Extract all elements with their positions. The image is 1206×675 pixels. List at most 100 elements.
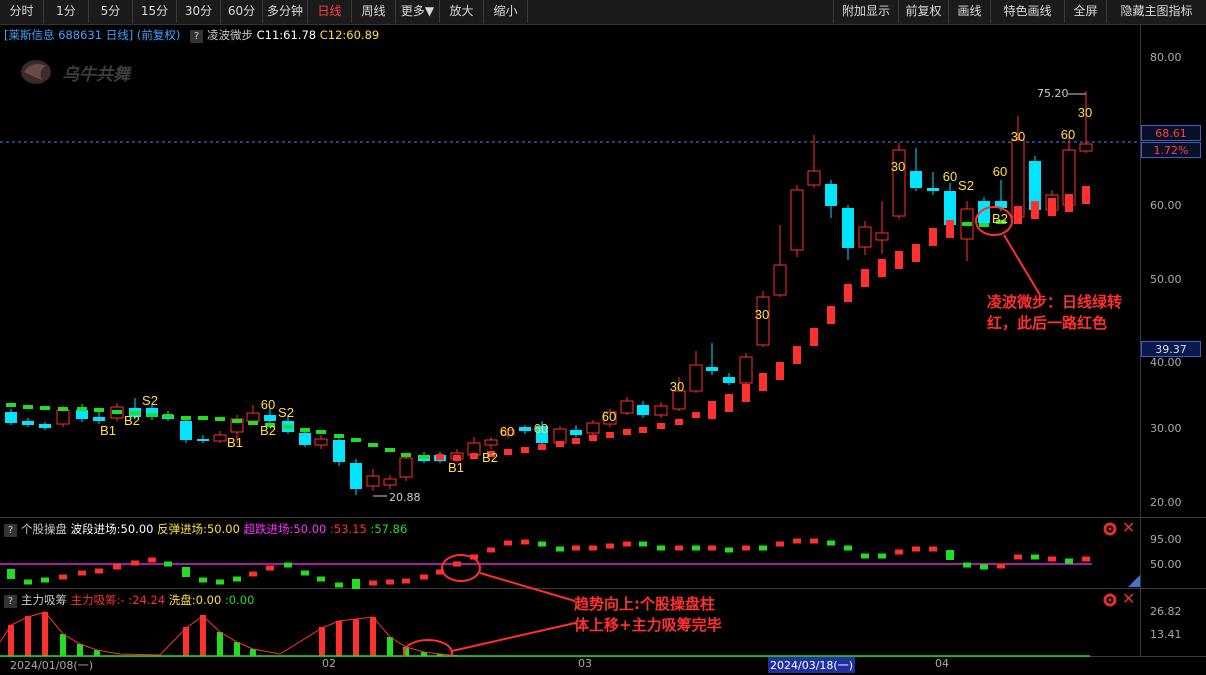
operate-bar [708, 545, 716, 551]
trail-dash-green [215, 417, 225, 421]
extra-display-button[interactable]: 附加显示 [833, 0, 899, 23]
trail-dash-green [181, 416, 191, 420]
operate-bar [692, 545, 700, 551]
adjust-mode: (前复权) [136, 28, 181, 42]
trail-dash-green [77, 407, 87, 411]
indicator-name[interactable]: 凌波微步 [206, 28, 253, 42]
operate-bar [59, 574, 67, 580]
sub2-name[interactable]: 主力吸筹 [21, 593, 67, 607]
stock-title[interactable]: [莱斯信息 688631 日线] [4, 28, 134, 42]
trail-bar-red [1065, 194, 1073, 212]
candle-down [299, 433, 311, 445]
operate-bar [810, 538, 818, 544]
candle-down [350, 463, 362, 489]
signal-label: 30 [1078, 105, 1092, 120]
trail-bar-red [504, 449, 512, 455]
current-pct-tag: 1.72% [1141, 142, 1201, 158]
trail-dash-green [368, 443, 378, 447]
highlight-circle [441, 554, 481, 582]
operate-bar [335, 582, 343, 588]
candle-down [93, 417, 105, 421]
tab-30min[interactable]: 30分 [177, 0, 221, 23]
candle-up [603, 411, 617, 425]
operate-bar [148, 557, 156, 563]
candle-up [773, 264, 787, 296]
date-label: 2024/01/08(一) [10, 659, 93, 672]
candle-down [197, 439, 209, 441]
gear-icon[interactable] [1101, 592, 1121, 608]
operate-bar [657, 545, 665, 551]
trail-dash-green [316, 430, 326, 434]
help-icon[interactable]: ? [189, 30, 203, 43]
scroll-triangle-icon[interactable] [1128, 575, 1140, 587]
special-draw-button[interactable]: 特色画线 [991, 0, 1065, 23]
operate-bar [436, 569, 444, 575]
candle-up [654, 405, 668, 416]
trail-dash-green [23, 405, 33, 409]
operate-bar [997, 563, 1005, 569]
candle-down [264, 415, 276, 421]
forward-adjust-button[interactable]: 前复权 [899, 0, 949, 23]
candle-up [383, 478, 397, 486]
high-price-label: 75.20 [1037, 87, 1069, 100]
candle-down [927, 188, 939, 191]
sub1-val1: :53.15 [330, 522, 367, 536]
zoom-in-button[interactable]: 放大 [440, 0, 484, 23]
trail-bar-red [1014, 206, 1022, 224]
period-toolbar: 分时 1分 5分 15分 30分 60分 多分钟 日线 周线 更多▼ 放大 缩小… [0, 0, 1206, 25]
annotation-arrow-line [1003, 234, 1041, 296]
trail-dash-green [962, 222, 972, 226]
trail-bar-red [827, 306, 835, 324]
tab-15min[interactable]: 15分 [133, 0, 177, 23]
gear-icon[interactable] [1101, 521, 1121, 537]
tab-multi-min[interactable]: 多分钟 [263, 0, 308, 23]
candle-down [146, 408, 158, 417]
tab-daily[interactable]: 日线 [308, 0, 352, 23]
operate-bar [131, 560, 139, 566]
candle-down [706, 367, 718, 371]
fullscreen-button[interactable]: 全屏 [1065, 0, 1107, 23]
tab-intraday[interactable]: 分时 [0, 0, 44, 23]
hide-indicator-button[interactable]: 隐藏主图指标 [1120, 4, 1193, 18]
operate-bar [95, 568, 103, 574]
trail-bar-red [487, 451, 495, 457]
trail-bar-red [725, 394, 733, 412]
operate-bar [301, 570, 309, 576]
close-icon[interactable]: ✕ [1122, 518, 1136, 537]
signal-label: 30 [670, 379, 684, 394]
tab-weekly[interactable]: 周线 [352, 0, 396, 23]
trail-dash-green [58, 407, 68, 411]
mainforce-bar [403, 647, 409, 656]
help-icon[interactable]: ? [4, 524, 17, 537]
sub2-val2: :0.00 [224, 593, 255, 607]
draw-line-button[interactable]: 画线 [949, 0, 991, 23]
mainforce-bar [200, 615, 206, 656]
help-icon[interactable]: ? [4, 595, 17, 608]
candle-up [875, 232, 889, 241]
signal-label: S2 [958, 178, 974, 193]
trail-dash-green [6, 403, 16, 407]
trail-dash-green [94, 408, 104, 412]
tab-1min[interactable]: 1分 [44, 0, 89, 23]
close-icon[interactable]: ✕ [1122, 589, 1136, 608]
tab-60min[interactable]: 60分 [221, 0, 263, 23]
trail-bar-red [759, 373, 767, 391]
zoom-out-button[interactable]: 缩小 [484, 0, 528, 23]
trail-dash-green [130, 411, 140, 415]
trail-bar-red [1031, 201, 1039, 219]
operate-bar [1082, 556, 1090, 562]
mainforce-bar [370, 617, 376, 656]
sub1-name[interactable]: 个股操盘 [21, 522, 67, 536]
candle-up [620, 400, 634, 414]
mainforce-bar [60, 634, 66, 656]
trail-bar-red [895, 251, 903, 269]
more-dropdown[interactable]: 更多▼ [396, 0, 440, 23]
operate-bar [164, 561, 172, 567]
operate-bar [284, 562, 292, 568]
main-chart-header: [莱斯信息 688631 日线] (前复权) ? 凌波微步 C11:61.78 C… [4, 27, 379, 43]
signal-label: 60 [261, 397, 275, 412]
trail-dash-green [40, 406, 50, 410]
trail-bar-red [538, 444, 546, 450]
tab-5min[interactable]: 5分 [89, 0, 133, 23]
